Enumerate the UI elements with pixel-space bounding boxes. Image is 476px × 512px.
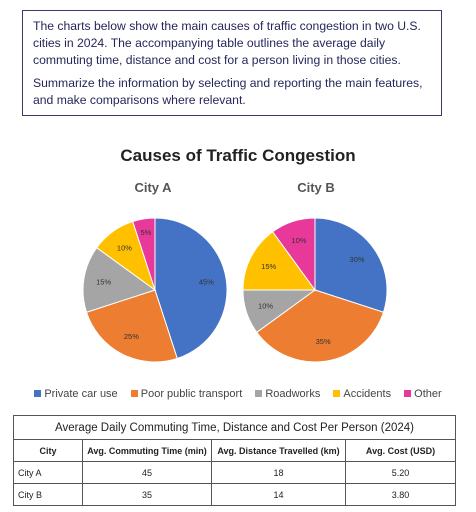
legend-item-roadworks: Roadworks — [255, 388, 320, 400]
legend-swatch — [404, 389, 412, 397]
legend-label: Poor public transport — [140, 388, 243, 400]
table-cell: 18 — [211, 461, 346, 484]
table-cell: City A — [13, 461, 83, 484]
pie-slice-private-car-use — [314, 217, 388, 313]
legend-swatch — [255, 389, 263, 397]
pie-slice-other — [132, 217, 156, 291]
legend-item-private-car-use: Private car use — [34, 388, 118, 400]
chart-title: Causes of Traffic Congestion — [120, 146, 356, 165]
legend-label: Private car use — [44, 388, 118, 400]
table-row: City A 45 18 5.20 — [13, 461, 456, 484]
table-cell: 14 — [211, 483, 346, 506]
pie-title-city-a: City A — [134, 180, 172, 195]
pie-chart-city-b: 30% 35% 10% 15% 10% — [242, 217, 388, 363]
table-caption-row: Average Daily Commuting Time, Distance a… — [13, 415, 456, 440]
legend-item-poor-public-transport: Poor public transport — [130, 388, 243, 400]
pie-data-label: 15% — [261, 262, 276, 271]
legend-item-other: Other — [404, 388, 442, 400]
pie-slice-accidents — [242, 231, 316, 291]
table-cell: City B — [13, 483, 83, 506]
table-cell: 5.20 — [345, 461, 456, 484]
legend-swatch — [130, 389, 138, 397]
table-header-time: Avg. Commuting Time (min) — [82, 439, 212, 462]
pie-slice-private-car-use — [154, 217, 228, 360]
legend-label: Other — [414, 388, 442, 400]
chart-legend: Private car use Poor public transport Ro… — [0, 388, 476, 400]
table-cell: 3.80 — [345, 483, 456, 506]
pie-data-label: 30% — [350, 255, 365, 264]
pie-data-label: 25% — [124, 332, 139, 341]
pie-data-label: 10% — [258, 302, 273, 311]
pie-data-label: 15% — [96, 277, 111, 286]
legend-swatch — [333, 389, 341, 397]
pie-data-label: 5% — [141, 228, 152, 237]
pie-slice-roadworks — [82, 246, 157, 313]
table-row: City B 35 14 3.80 — [13, 483, 456, 506]
table-header-distance: Avg. Distance Travelled (km) — [211, 439, 346, 462]
pie-data-label: 45% — [199, 277, 214, 286]
table-cell: 35 — [82, 483, 212, 506]
table-header-cost: Avg. Cost (USD) — [345, 439, 456, 462]
pie-chart-city-a: 45% 25% 15% 10% 5% — [82, 217, 228, 363]
table-caption: Average Daily Commuting Time, Distance a… — [13, 415, 456, 440]
table-header-row: City Avg. Commuting Time (min) Avg. Dist… — [13, 439, 456, 462]
legend-swatch — [34, 389, 42, 397]
pie-data-label: 35% — [316, 337, 331, 346]
pie-slice-other — [271, 217, 316, 292]
commuting-table: Average Daily Commuting Time, Distance a… — [13, 415, 456, 506]
table-header-city: City — [13, 439, 83, 462]
task-paragraph-1: The charts below show the main causes of… — [33, 19, 421, 67]
legend-label: Roadworks — [265, 388, 321, 400]
pie-data-label: 10% — [291, 236, 306, 245]
legend-item-accidents: Accidents — [333, 388, 391, 400]
task-paragraph-2: Summarize the information by selecting a… — [33, 76, 423, 107]
table-cell: 45 — [82, 461, 212, 484]
pie-slice-poor-public-transport — [85, 289, 178, 363]
task-prompt-box: The charts below show the main causes of… — [22, 10, 442, 116]
pie-title-city-b: City B — [297, 180, 335, 195]
legend-label: Accidents — [343, 388, 392, 400]
pie-slice-poor-public-transport — [256, 289, 385, 363]
pie-data-label: 10% — [117, 243, 132, 252]
